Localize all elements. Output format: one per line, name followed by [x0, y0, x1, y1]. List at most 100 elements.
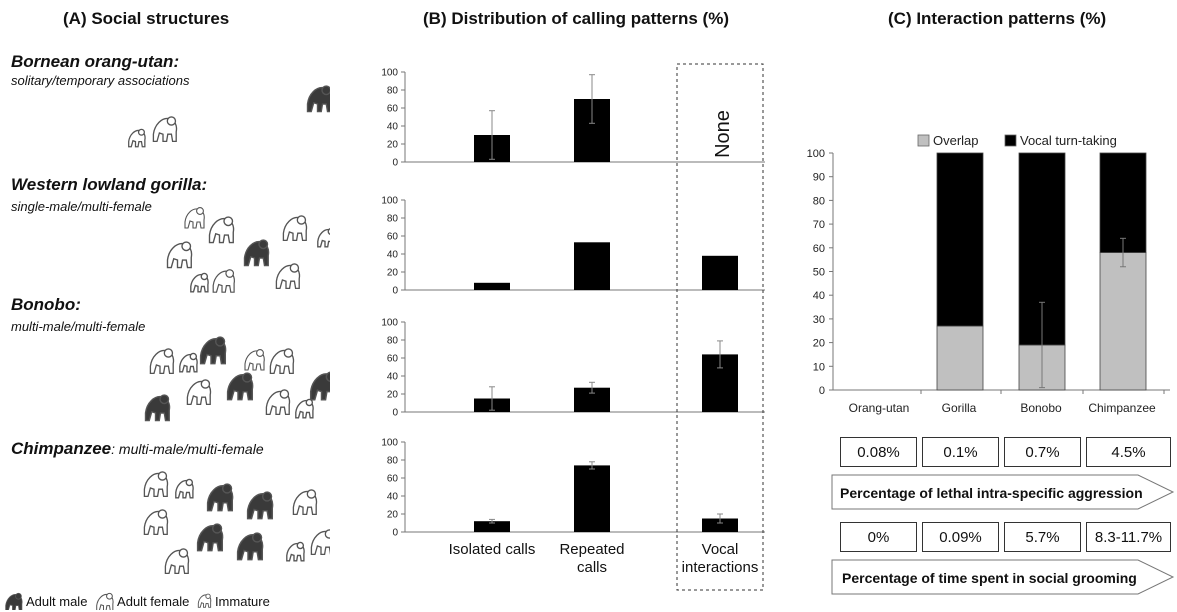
vocal-interactions-highlight	[676, 63, 764, 591]
grooming-bonobo: 5.7%	[1004, 522, 1081, 552]
species-orangutan: Bornean orang-utan: solitary/temporary a…	[11, 52, 190, 88]
adult-female-icon	[212, 269, 235, 293]
species-name: Bonobo	[11, 295, 76, 314]
y-tick-label: 70	[813, 219, 825, 231]
grooming-label: Percentage of time spent in social groom…	[842, 570, 1137, 586]
adult-male-icon	[196, 523, 224, 552]
species-name: Western lowland gorilla	[11, 175, 202, 194]
x-tick-label: Orang-utan	[849, 401, 910, 415]
panel-a-title: (A) Social structures	[63, 9, 230, 28]
bar	[574, 465, 610, 532]
y-tick-label: 20	[387, 390, 399, 401]
y-tick-label: 20	[813, 338, 825, 350]
lethal-label: Percentage of lethal intra-specific aggr…	[840, 485, 1143, 501]
lethal-bonobo: 0.7%	[1004, 437, 1081, 467]
ape-icons	[128, 85, 330, 575]
species-name: Chimpanzee	[11, 439, 112, 458]
bar-segment	[1099, 152, 1147, 253]
adult-female-icon	[143, 471, 169, 498]
interaction-chart: Overlap Vocal turn-taking 0 10 20 30 40 50 60 70 8…	[807, 133, 1170, 415]
x-tick-label: Isolated calls	[449, 541, 536, 558]
species-chimpanzee: Chimpanzee: multi-male/multi-female	[11, 439, 264, 458]
bar	[474, 521, 510, 532]
adult-female-icon	[292, 489, 318, 516]
immature-icon	[295, 398, 314, 419]
immature-icon	[317, 227, 330, 248]
legend: Overlap Vocal turn-taking	[917, 133, 1117, 148]
y-tick-label: 100	[807, 148, 825, 160]
panel-c-title: (C) Interaction patterns (%)	[888, 9, 1107, 28]
legend-adult-male: Adult male	[26, 594, 88, 609]
species-desc: single-male/multi-female	[11, 199, 152, 214]
grooming-chimpanzee: 8.3-11.7%	[1086, 522, 1171, 552]
bar	[702, 255, 738, 290]
legend-adult-female: Adult female	[117, 594, 190, 609]
y-tick-label: 50	[813, 267, 825, 279]
legend-swatch	[1004, 134, 1017, 147]
adult-female-icon	[149, 348, 175, 375]
calling-chart-3: 0 20 40 60 80 100	[381, 318, 765, 419]
y-tick-label: 0	[392, 286, 398, 297]
x-tick-label: interactions	[682, 559, 759, 576]
x-tick-label: Bonobo	[1020, 401, 1062, 415]
y-tick-label: 10	[813, 361, 825, 373]
species-bonobo: Bonobo: multi-male/multi-female	[11, 295, 146, 334]
x-tick-label: calls	[577, 559, 607, 576]
adult-female-icon	[184, 207, 205, 229]
adult-male-icon	[236, 532, 264, 561]
y-tick-label: 60	[813, 243, 825, 255]
x-tick-label: Repeated	[559, 541, 624, 558]
y-tick-label: 80	[387, 214, 399, 225]
bar	[702, 518, 738, 532]
y-tick-label: 30	[813, 314, 825, 326]
panel-b-charts: 0 20 40 60 80 100 0 20 40 60 80 100 0 20 40 60 80 100 0 20 4…	[381, 63, 765, 591]
y-tick-label: 40	[387, 122, 399, 133]
y-tick-label: 60	[387, 354, 399, 365]
adult-male-icon	[199, 336, 227, 365]
y-tick-label: 40	[387, 492, 399, 503]
y-tick-label: 0	[392, 158, 398, 169]
immature-icon	[128, 128, 146, 148]
y-tick-label: 100	[381, 318, 398, 329]
immature-icon	[175, 478, 194, 499]
legend-label: Overlap	[933, 133, 979, 148]
y-tick-label: 20	[387, 268, 399, 279]
panel-b-title: (B) Distribution of calling patterns (%)	[423, 9, 729, 28]
adult-female-icon	[186, 379, 212, 406]
y-tick-label: 60	[387, 232, 399, 243]
immature-icon	[286, 541, 305, 562]
grooming-arrow: Percentage of time spent in social groom…	[831, 559, 1175, 595]
calling-chart-2: 0 20 40 60 80 100	[381, 196, 765, 297]
x-tick-label: Chimpanzee	[1088, 401, 1156, 415]
y-tick-label: 0	[392, 528, 398, 539]
adult-female-icon	[275, 263, 301, 290]
species-desc: multi-male/multi-female	[11, 319, 146, 334]
bar-segment	[936, 325, 984, 391]
adult-female-icon	[269, 348, 295, 375]
y-tick-label: 20	[387, 510, 399, 521]
x-tick-label: Vocal	[702, 541, 739, 558]
adult-male-icon	[306, 85, 330, 113]
y-tick-label: 100	[381, 68, 398, 79]
legend-immature: Immature	[214, 594, 270, 609]
adult-female-icon	[152, 116, 178, 143]
adult-female-icon	[310, 529, 330, 556]
y-tick-label: 100	[381, 196, 398, 207]
y-tick-label: 0	[392, 408, 398, 419]
bar-segment	[936, 152, 984, 327]
adult-male-icon	[309, 371, 330, 401]
none-label: None	[712, 110, 734, 158]
y-tick-label: 80	[387, 86, 399, 97]
adult-male-icon	[246, 491, 274, 520]
y-tick-label: 60	[387, 104, 399, 115]
adult-female-icon	[164, 548, 190, 575]
lethal-chimpanzee: 4.5%	[1086, 437, 1171, 467]
bar	[574, 242, 610, 290]
immature-icon	[179, 352, 198, 373]
immature-icon	[190, 272, 209, 293]
lethal-orangutan: 0.08%	[840, 437, 917, 467]
adult-male-icon	[206, 483, 234, 512]
bar	[474, 282, 510, 290]
adult-female-icon	[244, 349, 265, 371]
